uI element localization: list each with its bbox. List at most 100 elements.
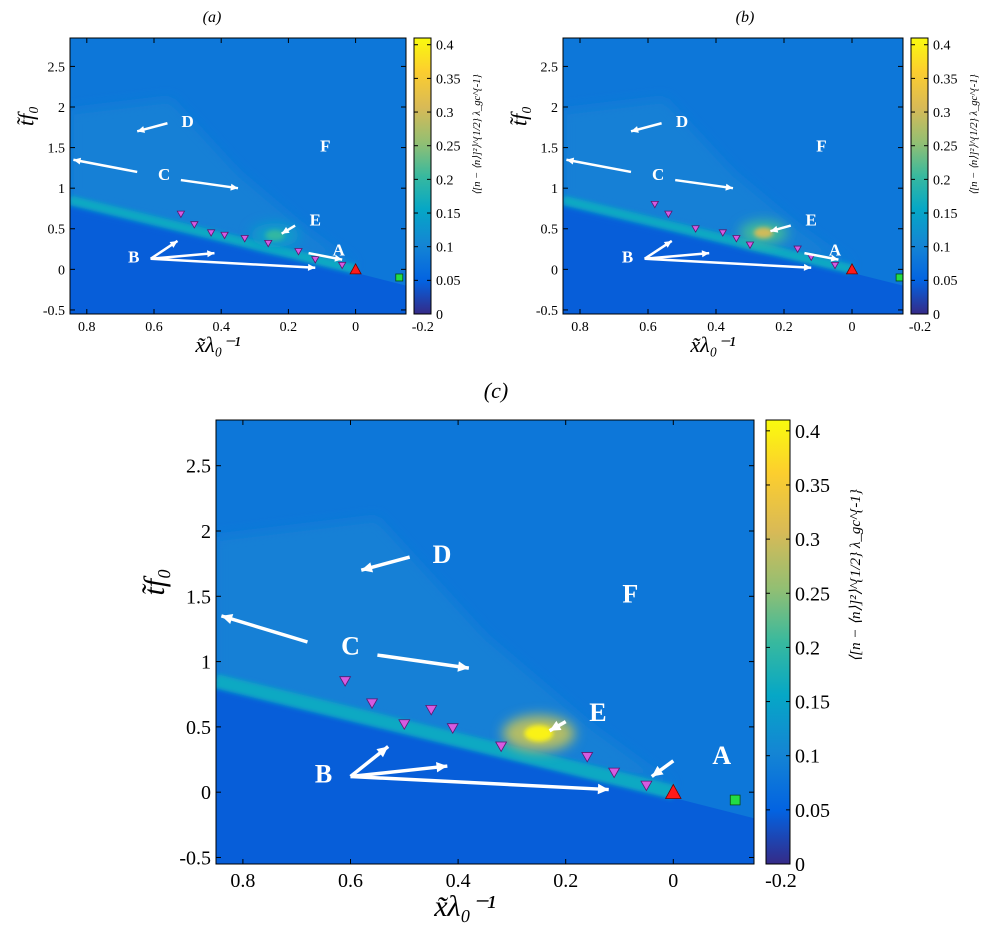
y-axis-label: t̃f₀ [138,568,171,595]
arrow-head [701,250,710,258]
x-tick-label: -0.2 [765,870,797,892]
colorbar-tick-label: 0.15 [933,207,958,222]
magenta-triangle-marker [240,235,250,243]
front-streak [70,195,357,275]
arrow-head [566,157,575,165]
arrow-C [73,158,138,174]
colorbar-tick-label: 0.35 [795,475,830,497]
arrow-head [457,661,469,672]
magenta-triangle-marker [176,210,186,219]
colorbar-tick-label: 0.05 [436,274,461,289]
colorbar-tick-label: 0.35 [436,72,461,87]
colorbar-tick-label: 0.1 [933,241,951,256]
x-tick-label: -0.2 [412,320,434,335]
magenta-triangle-marker [425,705,438,716]
magenta-triangle-marker [310,256,320,264]
colorbar-tick-label: 0.1 [795,746,820,768]
annotation-label-A: A [829,240,842,259]
arrow-B [150,251,215,261]
axes-frame [69,37,407,315]
annotation-label-E: E [310,210,321,229]
arrow-head [376,746,389,758]
colorbar-tick-label: 0.05 [933,274,958,289]
annotation-label-B: B [622,248,633,267]
arrow-head [73,157,82,165]
panel-title: (c) [484,378,508,403]
arrow-head [803,263,812,271]
panel-title: (a) [203,9,222,26]
y-tick-label: 1 [58,182,65,197]
arrow-B [350,774,609,792]
colorbar [910,37,929,315]
arrow-B [350,764,448,779]
red-triangle-marker [349,263,362,275]
arrow-head [137,126,146,133]
magenta-triangle-marker [664,210,673,219]
y-tick-label: 2 [201,521,211,543]
quiet-region [563,200,903,314]
colorbar-tick-label: 0.2 [933,173,951,188]
y-tick-label: 2 [58,101,65,116]
x-tick-label: 0 [668,870,678,892]
x-tick-label: -0.2 [909,320,931,335]
y-tick-label: 1 [201,652,211,674]
arrow-head [334,254,343,262]
colorbar [413,37,432,315]
annotation-label-F: F [622,579,638,608]
quiet-region [216,681,754,864]
annotation-label-F: F [816,136,826,155]
y-tick-label: 1 [551,182,558,197]
annotation-label-F: F [320,136,330,155]
y-tick-label: -0.5 [536,304,558,319]
magenta-triangle-marker [220,231,229,240]
y-tick-label: 1.5 [186,586,211,608]
turbulent-band [70,98,356,266]
red-triangle-marker [664,783,682,799]
x-tick-label: 0.8 [230,870,255,892]
annotation-label-A: A [333,240,346,259]
y-tick-label: 1.5 [48,141,66,156]
magenta-triangle-marker [446,723,459,734]
annotation-label-D: D [181,112,193,131]
y-tick-label: -0.5 [179,847,211,869]
y-tick-label: 0.5 [48,223,66,238]
y-tick-label: 1.5 [541,141,559,156]
colorbar-tick-label: 0.3 [795,529,820,551]
arrow-head [770,225,779,233]
y-tick-label: 0 [58,263,65,278]
magenta-triangle-marker [640,780,653,792]
colorbar-label: ⟨[n − ⟨n⟩]²⟩^{1/2} λ_gc^{-1} [848,489,864,661]
turbulent-band [563,98,852,266]
y-axis-label: t̃f₀ [14,106,39,126]
arrow-head [436,762,448,773]
y-tick-label: 0 [201,782,211,804]
plot-area: A B C D E F [70,38,406,314]
green-square-marker [895,273,903,282]
arrow-C [566,158,632,174]
arrow-head [307,263,316,271]
annotation-label-D: D [676,112,688,131]
arrow-B [150,257,316,269]
arrow-head [361,562,374,573]
colorbar-tick-label: 0.25 [436,140,461,155]
colorbar-tick-label: 0.4 [436,39,454,54]
magenta-triangle-marker [650,201,660,209]
green-square-marker [395,273,404,282]
y-axis-label: t̃f₀ [507,106,532,126]
red-triangle-marker [845,263,859,275]
magenta-triangle-marker [581,752,594,763]
annotation-label-E: E [589,698,606,727]
magenta-triangle-marker [398,719,411,731]
colorbar-tick-label: 0.2 [795,637,820,659]
colorbar-tick-label: 0 [436,308,443,323]
arrow-head [631,126,639,133]
x-tick-label: 0.6 [338,870,363,892]
x-tick-label: 0.4 [446,870,471,892]
arrow-C [675,178,734,190]
x-axis-label: x̃λ₀⁻¹ [194,332,240,357]
x-tick-label: 0.2 [775,320,793,335]
x-tick-label: 0.2 [280,320,298,335]
